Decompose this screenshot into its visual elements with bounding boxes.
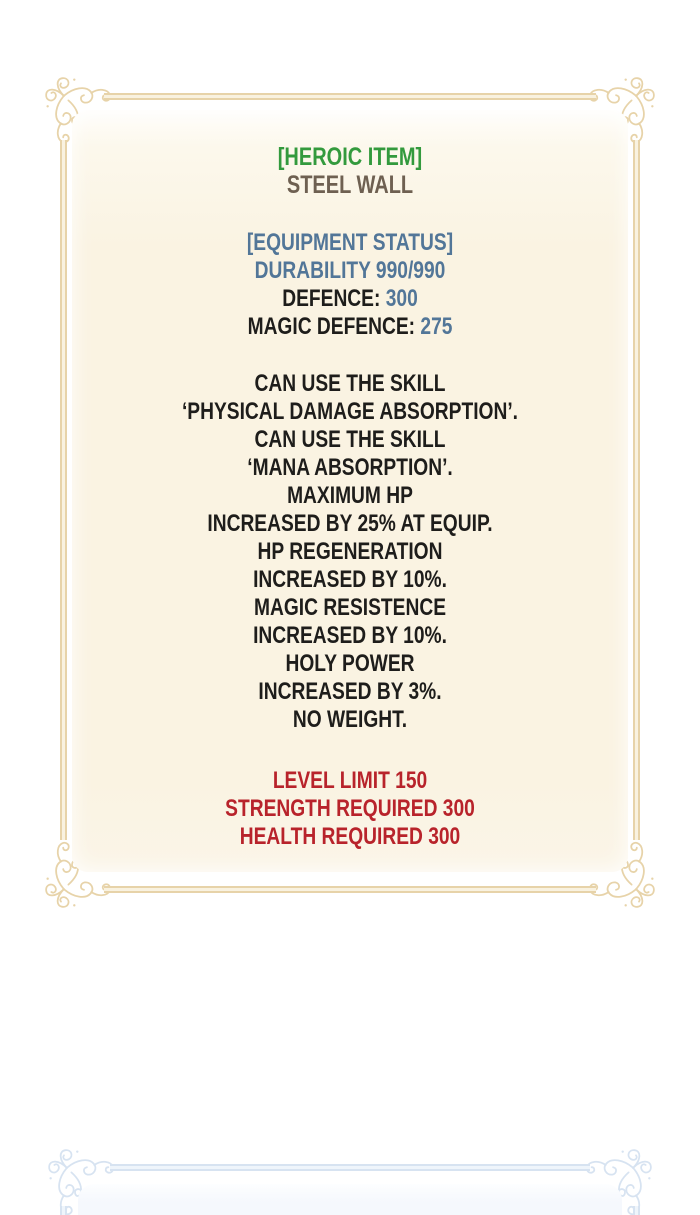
frame-line-top	[104, 93, 596, 100]
equipment-header: [EQUIPMENT STATUS]	[246, 229, 454, 256]
effect-line: INCREASED BY 10%.	[253, 566, 447, 593]
item-rarity: [HEROIC ITEM]	[277, 143, 423, 171]
frame-line-left-blue	[60, 1206, 67, 1215]
requirement-line: LEVEL LIMIT 150	[272, 767, 428, 794]
effect-line: ‘MANA ABSORPTION’.	[247, 454, 453, 481]
effect-line: MAGIC RESISTENCE	[253, 594, 447, 621]
frame-line-top-blue	[110, 1164, 590, 1171]
item-name: STEEL WALL	[286, 171, 414, 199]
frame-line-right	[633, 140, 640, 840]
frame-line-right-blue	[633, 1206, 640, 1215]
item-requirements-block: LEVEL LIMIT 150 STRENGTH REQUIRED 300 HE…	[128, 767, 573, 851]
effect-line: CAN USE THE SKILL	[254, 426, 446, 453]
item-status-content: [HEROIC ITEM] STEEL WALL [EQUIPMENT STAT…	[128, 110, 573, 851]
effect-line: INCREASED BY 3%.	[258, 678, 442, 705]
item-status-window: [HEROIC ITEM] STEEL WALL [EQUIPMENT STAT…	[72, 110, 628, 872]
magic-defence-value: 275	[420, 313, 453, 340]
requirement-line: HEALTH REQUIRED 300	[239, 823, 461, 850]
magic-defence-label: MAGIC DEFENCE:	[247, 313, 416, 340]
effect-line: INCREASED BY 10%.	[253, 622, 447, 649]
durability-line: DURABILITY 990/990	[254, 257, 446, 284]
requirement-line: STRENGTH REQUIRED 300	[225, 795, 475, 822]
frame-line-bottom	[104, 886, 596, 893]
frame-line-left	[60, 140, 67, 840]
effect-line: MAXIMUM HP	[287, 482, 413, 509]
next-status-window	[78, 1184, 622, 1215]
defence-label: DEFENCE:	[282, 285, 381, 312]
equipment-status-block: [EQUIPMENT STATUS] DURABILITY 990/990 DE…	[128, 229, 573, 341]
effect-line: HP REGENERATION	[257, 538, 443, 565]
defence-line: DEFENCE: 300	[128, 285, 573, 313]
effect-line: HOLY POWER	[285, 650, 415, 677]
item-title-block: [HEROIC ITEM] STEEL WALL	[128, 143, 573, 199]
effect-line: NO WEIGHT.	[292, 706, 408, 733]
item-effects-block: CAN USE THE SKILL ‘PHYSICAL DAMAGE ABSOR…	[128, 370, 573, 734]
effect-line: CAN USE THE SKILL	[254, 370, 446, 397]
magic-defence-line: MAGIC DEFENCE: 275	[128, 313, 573, 341]
effect-line: ‘PHYSICAL DAMAGE ABSORPTION’.	[181, 398, 519, 425]
defence-value: 300	[385, 285, 418, 312]
effect-line: INCREASED BY 25% AT EQUIP.	[207, 510, 493, 537]
